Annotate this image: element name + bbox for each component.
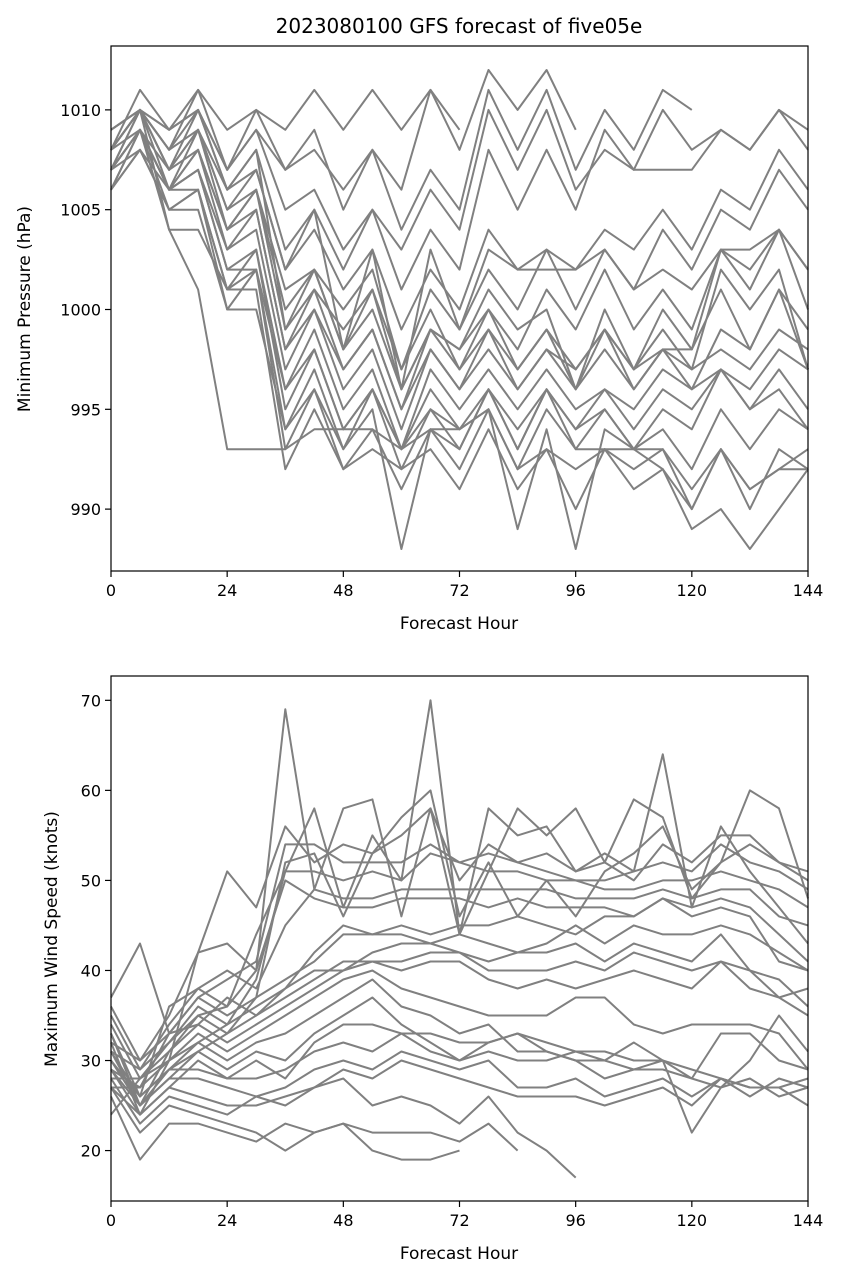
pressure-series-line-3 [110,88,693,231]
pressure-y-tick-label: 1005 [60,201,101,220]
wind-y-tick-label: 20 [81,1142,101,1161]
pressure-x-tick-label: 96 [565,581,585,600]
wind-series-line-19 [110,843,809,1089]
wind-series-line-21 [110,708,809,1107]
wind-plot-frame [110,675,809,1202]
pressure-x-tick-label: 0 [106,581,116,600]
pressure-y-tick-label: 995 [70,400,101,419]
wind-x-tick-label: 96 [565,1211,585,1230]
wind-series-line-5 [110,1050,809,1107]
wind-series-layer [110,699,809,1179]
wind-x-tick-label: 48 [333,1211,353,1230]
pressure-plot-frame [110,45,809,572]
pressure-series-line-15 [110,108,809,491]
wind-x-tick-label: 0 [106,1211,116,1230]
wind-x-tick-label: 144 [793,1211,824,1230]
pressure-series-line-22 [110,108,809,391]
wind-series-line-10 [111,969,809,1089]
wind-y-axis-label: Maximum Wind Speed (knots) [42,811,62,1067]
wind-series-line-23 [110,789,809,1107]
wind-series-line-3 [110,1077,577,1179]
wind-y-tick-label: 30 [81,1052,101,1071]
wind-series-line-2 [110,1086,519,1152]
wind-x-axis-label: Forecast Hour [400,1244,518,1264]
pressure-series-line-20 [110,108,809,391]
wind-x-tick-label: 24 [217,1211,237,1230]
chart-title: 2023080100 GFS forecast of five05e [276,14,643,38]
pressure-x-tick-label: 24 [217,581,237,600]
pressure-x-tick-label: 48 [333,581,353,600]
wind-series-line-1 [110,1096,460,1161]
wind-ticks: 0 24 48 72 96 120 144 20 30 40 50 60 70 [81,691,824,1230]
pressure-x-axis-label: Forecast Hour [400,614,518,634]
pressure-x-tick-label: 120 [677,581,708,600]
pressure-series-line-19 [110,108,809,491]
pressure-series-layer [110,69,809,550]
wind-y-tick-label: 40 [81,961,101,980]
wind-series-line-11 [110,960,809,1080]
wind-x-tick-label: 120 [677,1211,708,1230]
wind-series-line-15 [110,897,809,1035]
wind-panel: 0 24 48 72 96 120 144 20 30 40 50 60 70 Forecast Hou… [42,675,824,1264]
pressure-y-axis-label: Minimum Pressure (hPa) [15,206,35,412]
wind-series-line-9 [110,978,809,1098]
wind-y-tick-label: 50 [81,871,101,890]
pressure-series-line-4 [110,108,809,251]
pressure-y-tick-label: 990 [70,500,101,519]
wind-series-line-4 [110,1059,809,1116]
wind-series-line-8 [110,996,809,1134]
wind-x-tick-label: 72 [449,1211,469,1230]
pressure-series-line-17 [110,148,809,550]
wind-y-tick-label: 60 [81,781,101,800]
pressure-x-tick-label: 144 [793,581,824,600]
pressure-x-tick-label: 72 [449,581,469,600]
pressure-ticks: 0 24 48 72 96 120 144 990 995 1000 1005 1010 [60,101,823,600]
wind-series-line-22 [110,699,809,1116]
pressure-y-tick-label: 1000 [60,300,101,319]
wind-series-line-20 [111,807,809,1080]
pressure-series-line-21 [110,128,809,411]
pressure-y-tick-label: 1010 [60,101,101,120]
wind-series-line-13 [110,933,809,1071]
wind-y-tick-label: 70 [81,691,101,710]
pressure-panel: 0 24 48 72 96 120 144 990 995 1000 1005 1010 Foreca… [15,45,823,634]
